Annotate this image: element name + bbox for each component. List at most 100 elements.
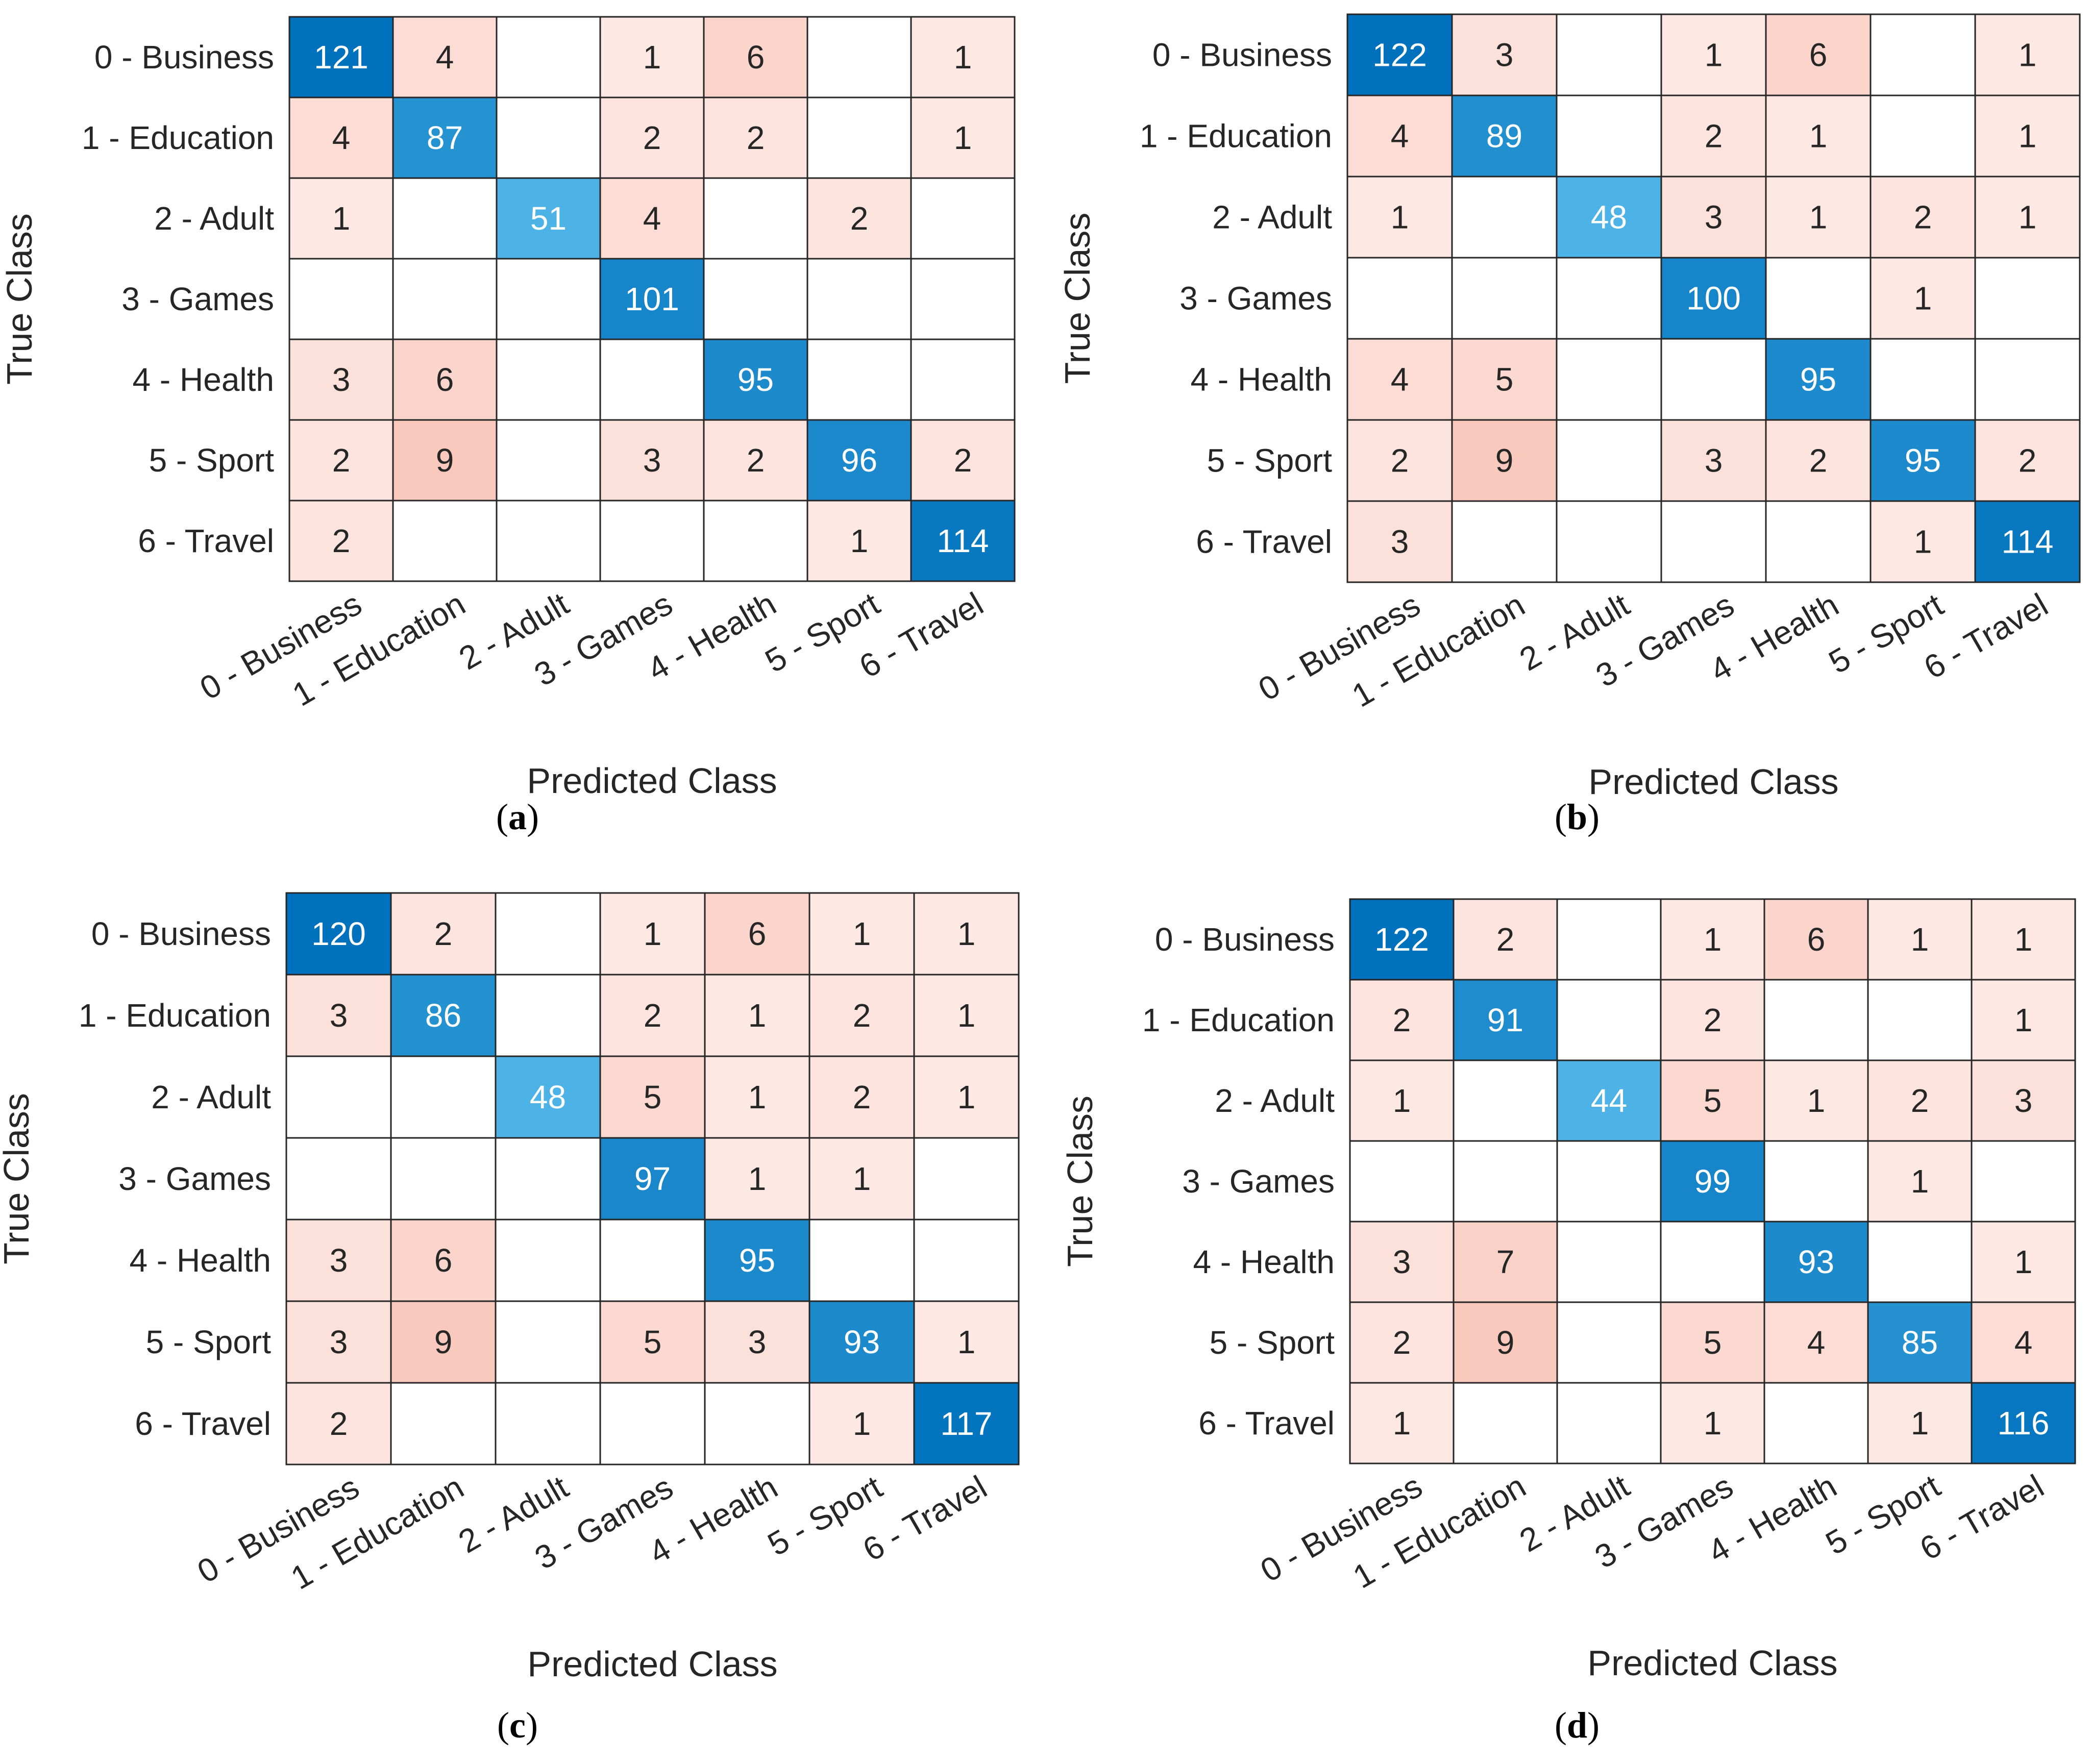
matrix-cell-3-5: [806, 258, 912, 340]
cell-value: 1: [957, 1324, 976, 1360]
cell-value: 5: [1704, 1082, 1722, 1119]
cell-value: 95: [1905, 442, 1941, 479]
cell-value: 44: [1591, 1082, 1627, 1119]
cell-value: 1: [957, 915, 976, 952]
row-label: 5 - Sport: [1207, 442, 1333, 479]
cell-value: 2: [1393, 1324, 1411, 1361]
cell-value: 3: [332, 361, 351, 398]
matrix-cell-5-1: [1453, 1301, 1558, 1384]
cell-value: 1: [1809, 118, 1828, 155]
matrix-cell-0-1: [1453, 898, 1558, 981]
cell-value: 2: [1496, 921, 1515, 958]
cell-value: 121: [314, 39, 368, 76]
matrix-cell-6-1: [390, 1382, 497, 1465]
cell-value: 2: [332, 442, 351, 479]
matrix-cell-2-2: [1556, 1059, 1662, 1142]
cell-value: 3: [1495, 37, 1514, 73]
cell-value: 1: [748, 1079, 767, 1115]
cell-value: 114: [2001, 524, 2053, 560]
matrix-cell-5-6: [910, 419, 1016, 502]
matrix-cell-1-5: [1869, 94, 1976, 178]
cell-value: 1: [1705, 37, 1723, 73]
matrix-cell-0-1: [390, 892, 497, 976]
matrix-cell-2-1: [390, 1055, 497, 1139]
row-label: 1 - Education: [79, 997, 271, 1034]
matrix-cell-6-3: [1660, 500, 1767, 583]
cell-value: 1: [1704, 1405, 1722, 1442]
matrix-cell-2-4: [703, 177, 808, 260]
cell-value: 116: [1997, 1405, 2049, 1442]
confusion-matrix-d: 122 2 1 6 1 12 91 2 11 44 5 1 2 399 13 7 93 12 9 5 4 85 41 1 1 11…: [1060, 898, 2076, 1746]
cell-value: 5: [644, 1079, 662, 1115]
row-label: 6 - Travel: [1196, 524, 1332, 560]
matrix-cell-3-4: [1763, 1140, 1869, 1223]
matrix-cell-6-6: [1974, 500, 2081, 583]
cell-value: 3: [330, 1242, 348, 1279]
matrix-cell-4-5: [808, 1219, 915, 1302]
matrix-cell-6-4: [703, 500, 808, 582]
col-label: 1 - Education: [1347, 1468, 1532, 1596]
matrix-cell-4-3: [1660, 1221, 1765, 1303]
matrix-cell-4-0: [1346, 338, 1453, 421]
cell-value: 2: [644, 997, 662, 1034]
matrix-cell-0-0: [1349, 898, 1455, 981]
cell-value: 9: [1496, 1324, 1515, 1361]
matrix-cell-3-0: [1346, 257, 1453, 340]
matrix-cell-3-0: [1349, 1140, 1455, 1223]
matrix-cell-0-6: [1974, 13, 2081, 96]
cell-value: 1: [1704, 921, 1722, 958]
cell-value: 1: [853, 1405, 871, 1442]
matrix-cell-6-1: [1453, 1382, 1558, 1464]
cell-value: 1: [1807, 1082, 1826, 1119]
matrix-cell-6-6: [910, 500, 1016, 582]
matrix-cell-4-3: [599, 338, 705, 421]
matrix-cell-2-5: [808, 1055, 915, 1139]
matrix-cell-0-4: [1763, 898, 1869, 981]
row-label: 1 - Education: [82, 119, 274, 156]
matrix-cell-5-4: [1765, 419, 1872, 502]
cell-value: 3: [1705, 199, 1723, 236]
panel-caption: (b): [1555, 797, 1600, 837]
cell-value: 1: [1391, 199, 1409, 236]
matrix-cell-1-2: [496, 96, 601, 179]
matrix-cell-3-2: [1556, 257, 1662, 340]
matrix-cell-2-2: [496, 177, 601, 260]
cell-value: 5: [644, 1324, 662, 1360]
cell-value: 122: [1374, 921, 1429, 958]
cell-value: 9: [436, 442, 454, 479]
matrix-cell-0-2: [496, 16, 601, 98]
cell-value: 4: [1391, 118, 1409, 155]
cell-value: 4: [2014, 1324, 2033, 1361]
matrix-cell-5-2: [1556, 1301, 1662, 1384]
matrix-cell-2-0: [1346, 176, 1453, 259]
matrix-cell-4-5: [1869, 338, 1976, 421]
matrix-cell-5-2: [1556, 419, 1662, 502]
matrix-cell-6-5: [808, 1382, 915, 1465]
y-axis-title: True Class: [0, 1093, 36, 1264]
matrix-cell-2-0: [1349, 1059, 1455, 1142]
cell-value: 6: [436, 361, 454, 398]
col-label: 1 - Education: [1346, 586, 1531, 714]
cell-value: 2: [853, 1079, 871, 1115]
cell-value: 86: [425, 997, 461, 1034]
cell-value: 100: [1686, 280, 1741, 317]
matrix-cell-5-5: [806, 419, 912, 502]
row-label: 4 - Health: [1193, 1244, 1335, 1280]
matrix-cell-1-1: [390, 974, 497, 1057]
matrix-cell-2-6: [913, 1055, 1020, 1139]
matrix-cell-4-1: [392, 338, 498, 421]
matrix-cell-4-5: [1867, 1221, 1973, 1303]
x-axis-title: Predicted Class: [1588, 762, 1838, 802]
cell-value: 48: [1591, 199, 1627, 236]
row-label: 2 - Adult: [154, 200, 274, 237]
cell-value: 2: [1391, 442, 1409, 479]
panel-caption-letter: c: [509, 1705, 526, 1746]
matrix-cell-1-0: [1349, 979, 1455, 1061]
matrix-cell-3-1: [1451, 257, 1558, 340]
cell-value: 2: [332, 523, 351, 559]
matrix-cell-5-1: [1451, 419, 1558, 502]
cell-value: 1: [954, 119, 972, 156]
matrix-cell-1-2: [495, 974, 601, 1057]
matrix-cell-6-2: [1556, 1382, 1662, 1464]
